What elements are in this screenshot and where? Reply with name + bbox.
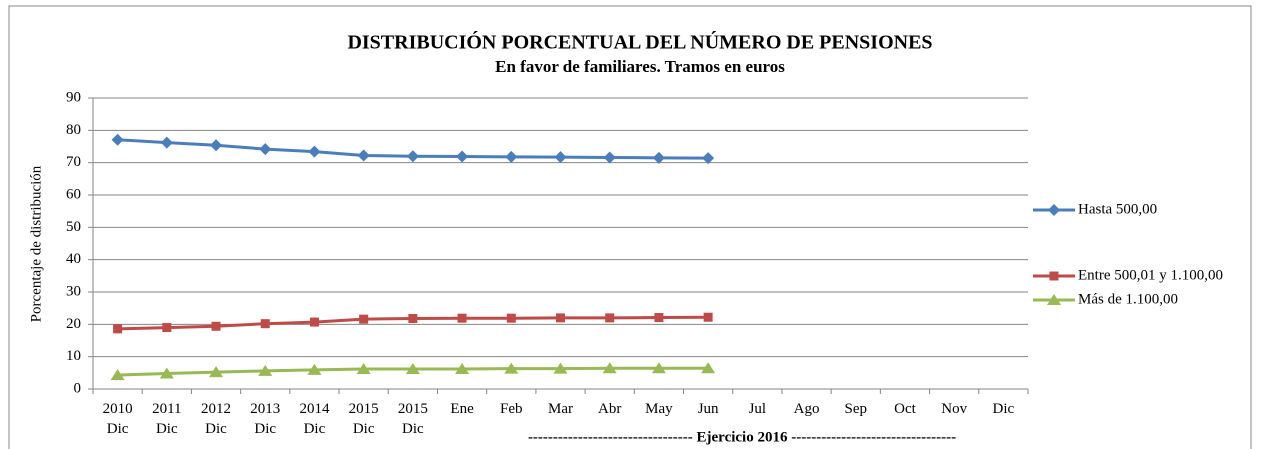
data-point [405, 362, 420, 374]
y-axis-title: Porcentaje de distribución [28, 165, 44, 322]
data-point [309, 317, 319, 327]
data-point [160, 136, 173, 149]
y-tick-label: 0 [74, 380, 82, 396]
legend-label: Hasta 500,00 [1078, 201, 1157, 217]
data-point [651, 362, 666, 374]
x-tick-label: 2014 Dic [299, 401, 330, 437]
annotation: --------------------------------- Ejerci… [528, 429, 956, 445]
data-point [702, 152, 715, 165]
data-point [408, 314, 418, 324]
legend-label: Entre 500,01 y 1.100,00 [1078, 267, 1223, 283]
data-point [259, 143, 272, 156]
data-point [258, 364, 273, 376]
data-point [605, 313, 615, 323]
x-tick-label: Oct [894, 401, 916, 417]
data-point [159, 367, 174, 379]
data-point [703, 312, 713, 322]
data-point [556, 313, 565, 323]
data-point [359, 314, 369, 324]
y-tick-label: 20 [66, 316, 81, 332]
data-point [505, 150, 518, 163]
data-point [406, 150, 419, 163]
x-tick-label: Ene [450, 401, 474, 417]
chart-title: DISTRIBUCIÓN PORCENTUAL DEL NÚMERO DE PE… [347, 30, 932, 54]
x-tick-label: Jun [697, 401, 719, 417]
data-point [113, 324, 123, 334]
legend-marker [1048, 204, 1060, 216]
x-tick-label: Ago [793, 401, 820, 417]
legend-marker [1049, 271, 1059, 281]
data-point [357, 149, 370, 162]
x-tick-label: Nov [941, 401, 968, 417]
legend-label: Más de 1.100,00 [1078, 291, 1178, 307]
x-tick-label: 2011 Dic [152, 401, 182, 437]
data-point [162, 323, 172, 333]
x-tick-label: 2013 Dic [250, 401, 281, 437]
data-point [110, 369, 125, 381]
data-point [506, 313, 516, 323]
y-tick-label: 40 [66, 251, 81, 267]
x-tick-label: 2015 Dic [397, 401, 428, 437]
data-point [455, 362, 470, 374]
x-tick-label: Feb [500, 401, 523, 417]
data-point [603, 151, 616, 164]
data-point [504, 362, 519, 374]
data-point [308, 145, 321, 158]
y-tick-label: 50 [66, 219, 81, 235]
data-point [260, 319, 270, 329]
x-tick-label: May [645, 401, 673, 417]
x-tick-label: Sep [844, 401, 868, 417]
y-tick-label: 10 [66, 348, 81, 364]
x-tick-label: Dic [992, 401, 1015, 417]
data-point [456, 150, 469, 163]
y-tick-label: 80 [66, 122, 81, 138]
data-point [654, 313, 664, 323]
data-point [602, 362, 617, 374]
data-point [554, 151, 567, 164]
x-tick-label: Jul [748, 401, 767, 417]
data-point [209, 366, 224, 378]
legend-marker [1047, 294, 1061, 305]
data-point [652, 151, 665, 164]
data-point [553, 362, 568, 374]
data-point [356, 362, 371, 374]
data-point [307, 363, 322, 375]
x-tick-label: 2012 Dic [201, 401, 232, 437]
x-tick-label: 2010 Dic [102, 401, 133, 437]
x-tick-label: Mar [548, 401, 573, 417]
chart-subtitle: En favor de familiares. Tramos en euros [495, 57, 785, 76]
x-tick-label: 2015 Dic [348, 401, 379, 437]
data-point [111, 133, 124, 146]
y-tick-label: 70 [66, 154, 81, 170]
y-tick-label: 60 [66, 186, 81, 202]
y-tick-label: 30 [66, 283, 81, 299]
data-point [210, 139, 223, 152]
x-tick-label: Abr [598, 401, 622, 417]
y-tick-label: 90 [66, 89, 81, 105]
data-point [211, 321, 221, 331]
data-point [701, 362, 716, 374]
data-point [457, 313, 467, 323]
